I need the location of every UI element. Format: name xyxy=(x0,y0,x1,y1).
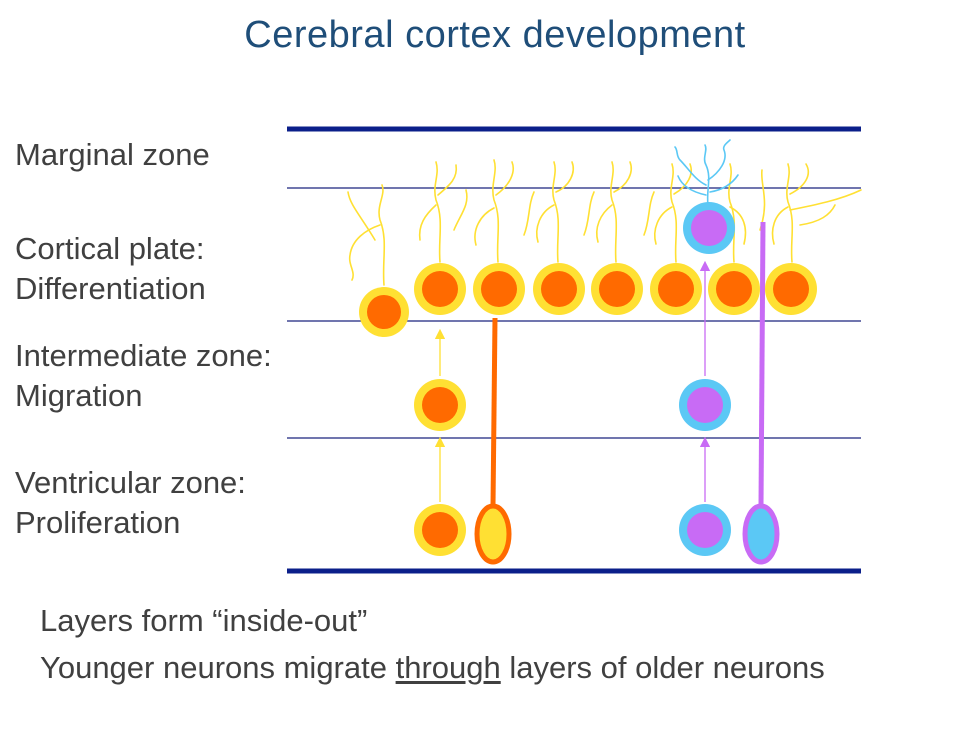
bullet-inside-out: Layers form “inside-out” xyxy=(40,603,368,638)
cortical-plate-older-neurons xyxy=(359,263,817,337)
older-neuron-nucleus xyxy=(481,271,517,307)
younger-radial-glia-fiber xyxy=(758,221,766,507)
slide-title: Cerebral cortex development xyxy=(244,14,746,56)
proliferating-younger-neuron-nucleus xyxy=(687,512,723,548)
older-neuron-nucleus xyxy=(367,295,401,329)
younger-radial-glia-cell xyxy=(742,503,780,565)
older-neuron-nucleus xyxy=(599,271,635,307)
proliferating-older-neuron-nucleus xyxy=(422,512,458,548)
migrating-older-neuron-nucleus xyxy=(422,387,458,423)
zone-label-line: Migration xyxy=(15,378,143,413)
zone-label-intermediate: Intermediate zone: Migration xyxy=(15,336,272,416)
bullet-emphasis: through xyxy=(395,650,501,685)
bullet-migrate-through: Younger neurons migrate through layers o… xyxy=(40,650,825,686)
zone-label-line: Proliferation xyxy=(15,505,181,540)
younger-neuron-dendrites xyxy=(674,139,739,206)
zone-label-line: Intermediate zone: xyxy=(15,338,272,373)
older-neuron-nucleus xyxy=(541,271,577,307)
youngest-neuron-nucleus xyxy=(691,210,727,246)
older-neuron-nucleus xyxy=(716,271,752,307)
zone-label-marginal: Marginal zone xyxy=(15,135,210,175)
older-neuron-dendrites xyxy=(347,159,862,286)
zone-label-cortical-plate: Cortical plate: Differentiation xyxy=(15,229,206,309)
older-neuron-nucleus xyxy=(658,271,694,307)
older-neuron-nucleus xyxy=(773,271,809,307)
older-radial-glia-fiber xyxy=(490,317,498,507)
bullet-text: Younger neurons migrate xyxy=(40,650,396,685)
older-neuron-nucleus xyxy=(422,271,458,307)
zone-label-line: Cortical plate: xyxy=(15,231,205,266)
older-radial-glia-cell xyxy=(474,503,512,565)
zone-label-line: Marginal zone xyxy=(15,137,210,172)
migrating-younger-neuron-nucleus xyxy=(687,387,723,423)
zone-label-line: Differentiation xyxy=(15,271,206,306)
zone-label-line: Ventricular zone: xyxy=(15,465,246,500)
bullet-text: layers of older neurons xyxy=(500,650,825,685)
zone-label-ventricular: Ventricular zone: Proliferation xyxy=(15,463,246,543)
